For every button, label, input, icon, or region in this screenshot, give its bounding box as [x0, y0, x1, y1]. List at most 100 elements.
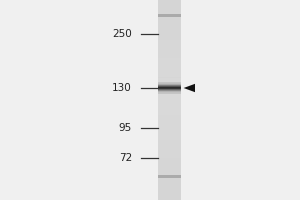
Bar: [158, 83, 181, 85]
Bar: [158, 98, 181, 100]
Bar: [158, 195, 181, 198]
Bar: [158, 190, 181, 192]
Text: 95: 95: [119, 123, 132, 133]
Bar: [158, 15, 181, 18]
Bar: [158, 40, 181, 43]
Bar: [158, 110, 181, 112]
Bar: [158, 22, 181, 25]
Bar: [158, 84, 181, 85]
Bar: [158, 45, 181, 47]
Bar: [158, 52, 181, 55]
Bar: [158, 105, 181, 108]
Bar: [158, 132, 181, 135]
Bar: [158, 160, 181, 162]
Bar: [158, 75, 181, 77]
Bar: [158, 73, 181, 75]
Bar: [158, 138, 181, 140]
Bar: [158, 188, 181, 190]
Bar: [158, 148, 181, 150]
Bar: [158, 2, 181, 5]
Bar: [158, 125, 181, 128]
Bar: [158, 192, 181, 195]
Bar: [158, 14, 181, 17]
Bar: [158, 27, 181, 30]
Bar: [158, 50, 181, 52]
Bar: [158, 88, 181, 89]
Bar: [158, 92, 181, 93]
Text: 72: 72: [119, 153, 132, 163]
Bar: [158, 135, 181, 138]
Bar: [158, 150, 181, 152]
Bar: [158, 142, 181, 145]
Bar: [158, 117, 181, 120]
Bar: [158, 152, 181, 155]
Bar: [158, 178, 181, 180]
Polygon shape: [184, 84, 195, 92]
Bar: [158, 90, 181, 92]
Bar: [158, 0, 181, 200]
Text: 250: 250: [112, 29, 132, 39]
Text: 130: 130: [112, 83, 132, 93]
Bar: [158, 122, 181, 125]
Bar: [158, 65, 181, 68]
Bar: [158, 62, 181, 65]
Bar: [158, 85, 181, 86]
Bar: [158, 10, 181, 12]
Bar: [158, 20, 181, 22]
Bar: [158, 185, 181, 188]
Bar: [158, 120, 181, 122]
Bar: [158, 25, 181, 27]
Bar: [158, 182, 181, 185]
Bar: [158, 128, 181, 130]
Bar: [158, 80, 181, 82]
Bar: [158, 55, 181, 58]
Bar: [158, 88, 181, 90]
Bar: [158, 174, 181, 178]
Bar: [158, 145, 181, 148]
Bar: [158, 175, 181, 178]
Bar: [158, 170, 181, 172]
Bar: [158, 112, 181, 115]
Bar: [158, 155, 181, 158]
Bar: [158, 32, 181, 35]
Bar: [158, 89, 181, 90]
Bar: [158, 95, 181, 98]
Bar: [158, 70, 181, 73]
Bar: [158, 102, 181, 105]
Bar: [158, 168, 181, 170]
Bar: [158, 165, 181, 168]
Bar: [158, 93, 181, 94]
Bar: [158, 85, 181, 88]
Bar: [158, 87, 181, 88]
Bar: [158, 92, 181, 95]
Bar: [158, 140, 181, 142]
Bar: [158, 108, 181, 110]
Bar: [158, 158, 181, 160]
Bar: [158, 5, 181, 7]
Bar: [158, 38, 181, 40]
Bar: [158, 82, 181, 83]
Bar: [158, 162, 181, 165]
Bar: [158, 91, 181, 92]
Bar: [158, 60, 181, 62]
Bar: [158, 90, 181, 91]
Bar: [158, 83, 181, 84]
Bar: [158, 100, 181, 102]
Bar: [158, 180, 181, 182]
Bar: [158, 86, 181, 87]
Bar: [158, 58, 181, 60]
Bar: [158, 78, 181, 80]
Bar: [158, 115, 181, 117]
Bar: [158, 47, 181, 50]
Bar: [158, 7, 181, 10]
Bar: [158, 12, 181, 15]
Bar: [158, 30, 181, 32]
Bar: [158, 35, 181, 38]
Bar: [158, 130, 181, 132]
Bar: [158, 18, 181, 20]
Bar: [158, 0, 181, 2]
Bar: [158, 198, 181, 200]
Bar: [158, 172, 181, 175]
Bar: [158, 68, 181, 70]
Bar: [158, 43, 181, 45]
